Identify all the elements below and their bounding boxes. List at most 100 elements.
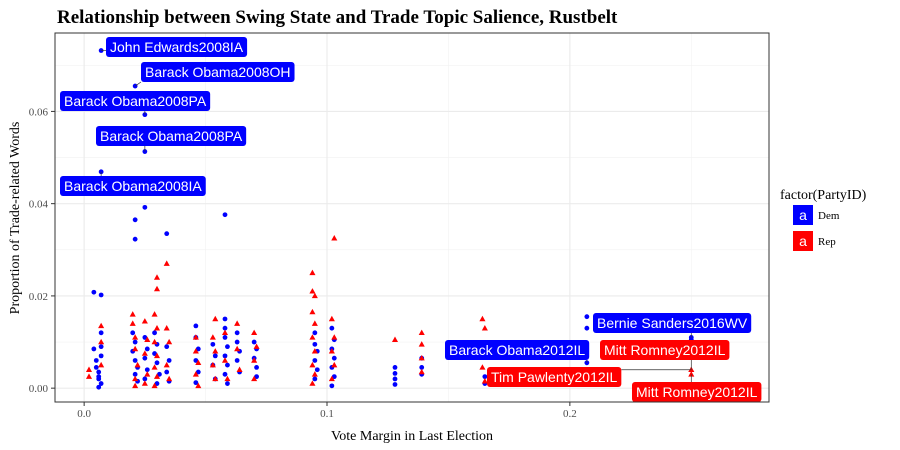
data-point-dem <box>584 314 590 320</box>
data-point-dem <box>144 367 150 373</box>
data-point-dem <box>392 376 398 382</box>
data-point-dem <box>312 358 318 363</box>
point-label-box <box>632 382 762 402</box>
data-point-dem <box>144 346 150 352</box>
legend-item-dem: a Dem <box>793 205 840 225</box>
legend-key <box>793 205 813 225</box>
data-point-rep <box>212 315 219 322</box>
legend-title: factor(PartyID) <box>780 188 867 203</box>
point-label: Mitt Romney2012IL <box>632 382 762 402</box>
data-point-dem <box>222 325 228 331</box>
data-point-rep <box>309 380 316 386</box>
point-label-text: Barack Obama2008IA <box>64 178 202 194</box>
data-point-rep <box>221 357 229 363</box>
data-point-rep <box>418 354 425 361</box>
data-point-dem <box>132 236 138 242</box>
data-point-dem <box>154 360 160 366</box>
data-point-dem <box>225 362 230 368</box>
data-point-dem <box>222 212 228 218</box>
data-point-dem <box>331 355 337 361</box>
data-point-dem <box>392 371 398 376</box>
y-tick-label: 0.06 <box>29 106 49 118</box>
data-point-rep <box>418 368 425 375</box>
data-point-dem <box>392 365 398 370</box>
data-point-rep <box>85 366 93 372</box>
data-point-dem <box>210 341 216 347</box>
data-point-dem <box>132 339 138 345</box>
data-point-dem <box>225 344 230 350</box>
legend-label: Dem <box>818 210 840 222</box>
legend-item-rep: a Rep <box>793 231 836 251</box>
data-point-rep <box>311 292 318 299</box>
data-point-dem <box>152 351 157 356</box>
data-point-rep <box>153 325 161 331</box>
point-label-text: Barack Obama2012IL <box>449 342 585 358</box>
data-point-rep <box>309 334 316 340</box>
data-point-dem <box>154 381 160 386</box>
data-point-rep <box>331 235 338 241</box>
data-point-dem <box>222 371 228 377</box>
data-point-dem <box>96 369 102 375</box>
x-tick-label: 0.0 <box>77 408 91 420</box>
data-point-rep <box>141 350 148 356</box>
data-point-rep <box>309 308 316 315</box>
data-point-rep <box>331 334 338 340</box>
data-point-rep <box>151 364 158 370</box>
data-point-rep <box>134 361 141 368</box>
point-label-text: Barack Obama2008PA <box>64 93 207 109</box>
data-point-dem <box>312 376 318 382</box>
data-point-dem <box>98 292 104 298</box>
data-point-rep <box>479 315 486 322</box>
data-point-rep <box>98 361 105 368</box>
legend-key-letter: a <box>799 207 807 223</box>
point-label: Bernie Sanders2016WV <box>593 313 752 333</box>
data-point-dem <box>584 325 590 331</box>
data-point-rep <box>153 274 161 280</box>
data-point-dem <box>419 365 425 370</box>
data-point-rep <box>209 334 216 340</box>
point-label: Barack Obama2012IL <box>445 340 590 360</box>
data-point-dem <box>251 339 257 345</box>
data-point-dem <box>234 330 240 336</box>
x-tick-label: 0.1 <box>320 408 334 420</box>
data-point-dem <box>329 383 335 389</box>
data-point-dem <box>222 335 228 340</box>
data-point-dem <box>91 346 97 352</box>
point-label: Barack Obama2008PA <box>60 91 211 111</box>
y-tick-label: 0.00 <box>29 383 49 395</box>
data-point-dem <box>482 374 488 380</box>
data-point-rep <box>166 375 173 382</box>
data-point-dem <box>254 374 259 380</box>
y-tick-label: 0.02 <box>29 291 48 303</box>
x-tick-label: 0.2 <box>563 408 577 420</box>
data-point-rep <box>224 375 231 382</box>
data-point-dem <box>234 339 240 345</box>
data-point-dem <box>312 330 318 336</box>
data-point-dem <box>254 365 259 370</box>
point-label-text: Mitt Romney2012IL <box>636 384 758 400</box>
data-point-dem <box>225 381 230 386</box>
data-point-dem <box>195 369 201 375</box>
data-point-rep <box>481 378 488 384</box>
data-point-dem <box>195 346 201 352</box>
data-point-rep <box>166 338 173 345</box>
point-label: Tim Pawlenty2012IL <box>487 367 622 387</box>
data-point-dem <box>132 358 138 363</box>
point-label-box <box>96 126 247 146</box>
point-label-box <box>60 91 211 111</box>
data-point-dem <box>193 358 199 363</box>
data-point-rep <box>418 341 425 347</box>
data-point-rep <box>163 325 170 331</box>
data-point-rep <box>195 359 202 366</box>
data-point-dem <box>152 330 157 336</box>
data-point-rep <box>331 361 338 368</box>
data-points <box>85 48 695 390</box>
data-point-dem <box>142 376 148 382</box>
data-point-rep <box>163 260 170 266</box>
data-point-rep <box>418 329 425 336</box>
data-point-rep <box>309 288 316 294</box>
data-point-rep <box>251 357 258 363</box>
point-label-box <box>593 313 752 333</box>
x-axis-ticks: 0.0 0.1 0.2 <box>77 402 577 420</box>
